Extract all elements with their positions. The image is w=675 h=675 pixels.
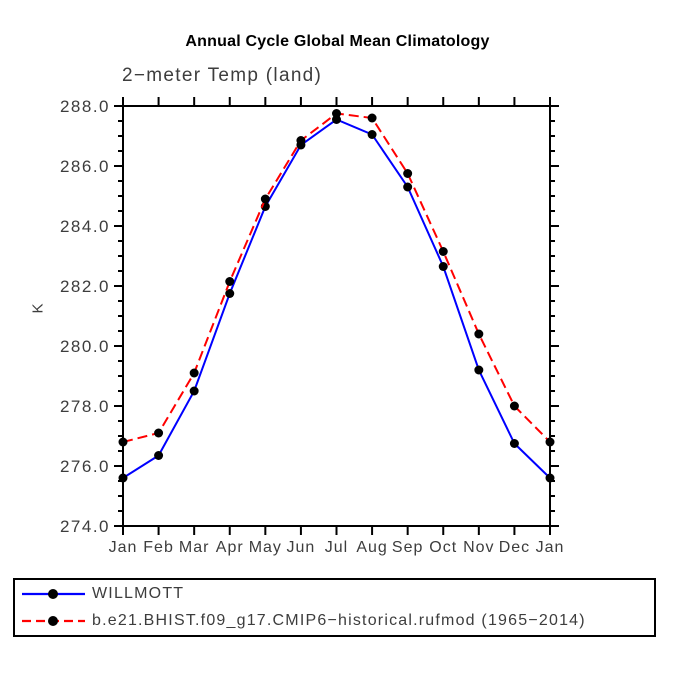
x-axis-tick-labels: Jan Feb Mar Apr May Jun Jul Aug Sep Oct Nov Dec Jan <box>109 539 565 556</box>
data-point-marker <box>509 401 519 411</box>
legend-item: WILLMOTT <box>21 582 654 606</box>
y-tick-label: 276.0 <box>60 457 110 476</box>
y-tick-label: 288.0 <box>60 97 110 116</box>
chart-subtitle: 2−meter Temp (land) <box>122 65 323 86</box>
legend-marker-icon <box>48 615 58 626</box>
legend-marker-icon <box>48 589 58 600</box>
x-tick-label: Aug <box>356 539 387 556</box>
data-point-marker <box>545 473 555 483</box>
data-point-marker <box>118 473 128 483</box>
legend-line-sample <box>22 615 85 626</box>
x-tick-label: Mar <box>179 539 210 556</box>
x-tick-label: Jul <box>325 539 348 556</box>
data-point-marker <box>296 136 306 145</box>
data-point-marker <box>474 365 484 375</box>
plot-frame <box>122 105 551 527</box>
data-point-marker <box>545 437 555 447</box>
data-point-marker <box>260 194 270 204</box>
legend-item: b.e21.BHIST.f09_g17.CMIP6−historical.ruf… <box>21 609 654 633</box>
data-point-marker <box>118 437 128 447</box>
x-tick-label: Dec <box>499 539 530 556</box>
y-tick-label: 286.0 <box>60 157 110 176</box>
data-point-marker <box>332 109 341 118</box>
data-point-marker <box>403 169 413 178</box>
legend-label: b.e21.BHIST.f09_g17.CMIP6−historical.ruf… <box>92 611 586 629</box>
data-point-marker <box>189 368 199 378</box>
x-tick-label: Jan <box>536 539 565 556</box>
y-tick-label: 274.0 <box>60 517 110 536</box>
x-tick-label: Feb <box>143 539 174 556</box>
legend: WILLMOTT b.e21.BHIST.f09_g17.CMIP6−histor… <box>13 578 656 637</box>
x-tick-label: Jan <box>109 539 138 556</box>
data-point-marker <box>189 386 199 396</box>
legend-line-sample <box>22 589 85 600</box>
data-point-marker <box>474 329 484 339</box>
y-tick-label: 280.0 <box>60 337 110 356</box>
data-point-marker <box>154 428 164 438</box>
series-markers-0 <box>118 115 555 483</box>
data-point-marker <box>438 247 448 256</box>
x-tick-label: Jun <box>287 539 316 556</box>
chart-svg: 274.0 276.0 278.0 280.0 282.0 284.0 286.0 288.0… <box>60 97 565 556</box>
data-point-marker <box>225 277 235 286</box>
x-tick-label: Oct <box>429 539 457 556</box>
y-tick-label: 284.0 <box>60 217 110 236</box>
data-point-marker <box>438 262 448 271</box>
x-tick-label: May <box>249 539 282 556</box>
axis-ticks <box>114 97 559 535</box>
x-tick-label: Nov <box>463 539 494 556</box>
data-point-marker <box>154 451 164 460</box>
series-markers-1 <box>118 109 555 447</box>
x-tick-label: Sep <box>392 539 423 556</box>
data-point-marker <box>367 113 377 123</box>
data-point-marker <box>509 439 519 448</box>
legend-label: WILLMOTT <box>92 585 185 603</box>
y-tick-label: 278.0 <box>60 397 110 416</box>
series-line-0 <box>122 118 551 479</box>
series-line-1 <box>122 112 551 443</box>
data-point-marker <box>403 182 413 192</box>
y-tick-label: 282.0 <box>60 277 110 296</box>
y-axis-tick-labels: 274.0 276.0 278.0 280.0 282.0 284.0 286.0 288.0 <box>60 97 110 536</box>
data-point-marker <box>367 130 377 139</box>
chart-title: Annual Cycle Global Mean Climatology <box>185 33 490 50</box>
x-tick-label: Apr <box>216 539 244 556</box>
data-point-marker <box>225 289 235 298</box>
